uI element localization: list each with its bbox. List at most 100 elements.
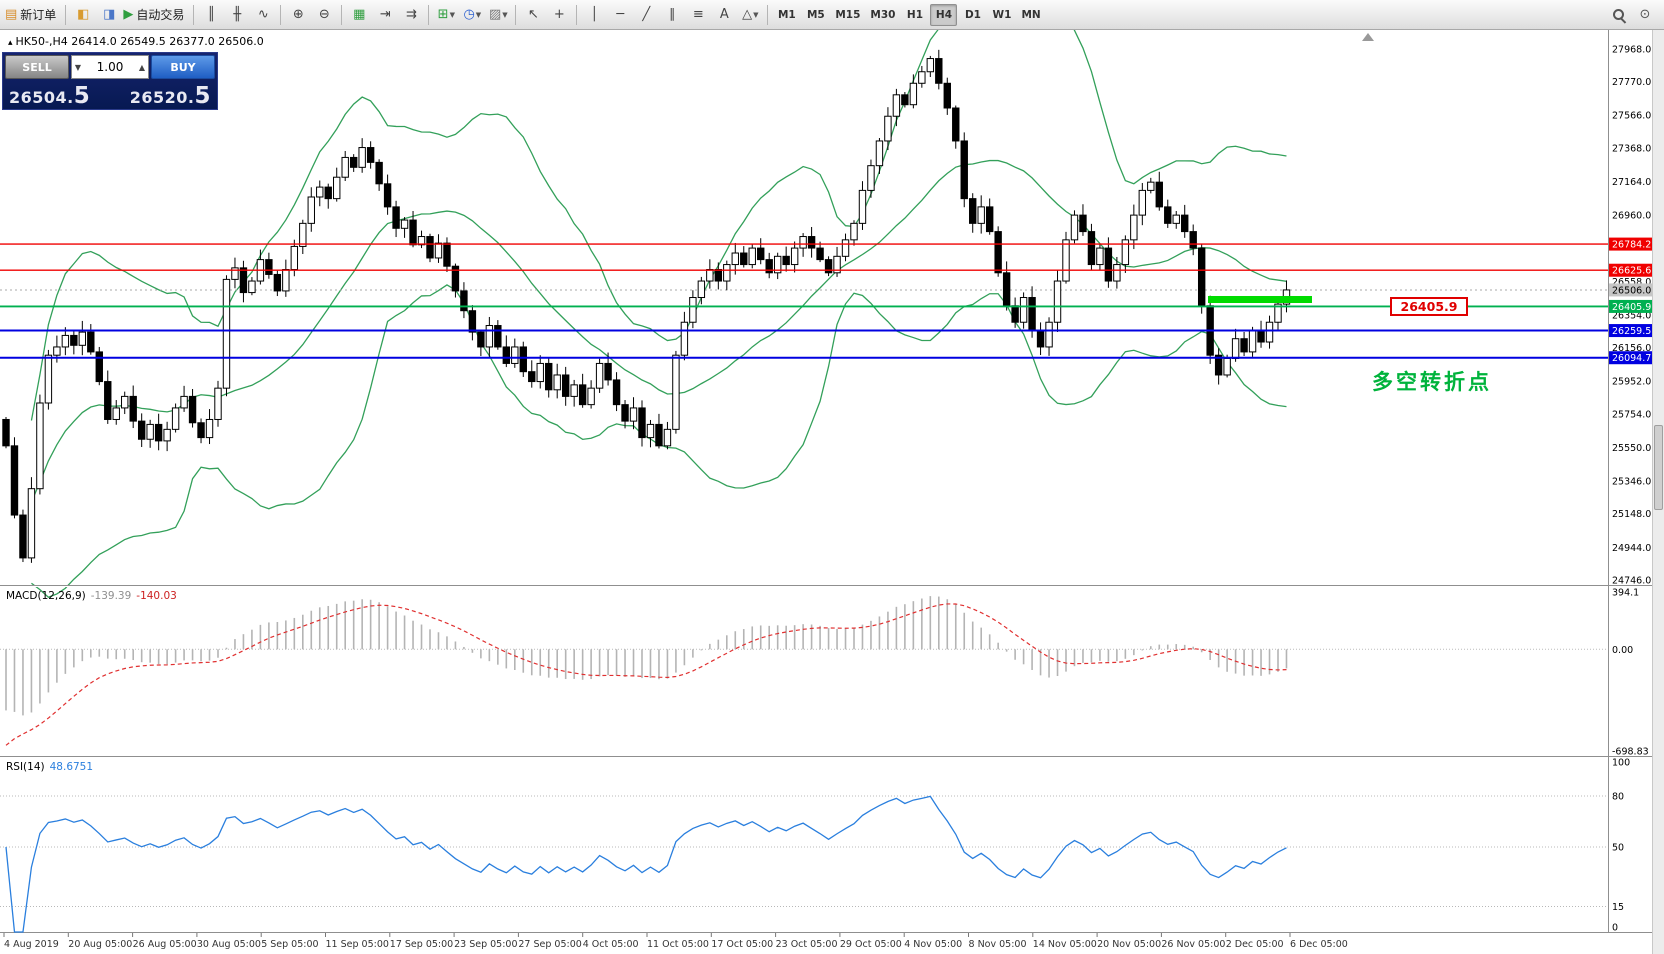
volume-increase-button[interactable]: ▲ <box>138 62 146 72</box>
vertical-scrollbar[interactable] <box>1652 30 1664 954</box>
new-order-button: ▤ <box>5 6 18 22</box>
candle-body <box>171 407 180 430</box>
templates-icon[interactable]: ▨ ▼ <box>486 3 510 27</box>
auto-trading-button[interactable]: ▶ 自动交易 <box>123 3 188 27</box>
price-axis-label: 27770.0 <box>1612 77 1651 88</box>
auto-trading-button-label: 自动交易 <box>136 8 185 22</box>
candle-body <box>587 387 595 406</box>
bar-chart-icon: ║ <box>207 6 216 22</box>
quick-target-button[interactable]: ⊙ <box>1633 3 1657 27</box>
price-axis-label: 25754.0 <box>1612 409 1651 420</box>
trendline-icon: ╱ <box>642 6 651 22</box>
candle-body <box>1096 247 1104 266</box>
candlestick-chart-icon: ╫ <box>233 6 242 22</box>
indicators-icon[interactable]: ⊞ ▼ <box>434 3 458 27</box>
candle-body <box>731 252 739 266</box>
chart-shift-marker[interactable] <box>1362 33 1374 41</box>
candle-body <box>1197 247 1206 307</box>
text-icon[interactable]: A <box>712 3 736 27</box>
candle-body <box>239 267 248 294</box>
candle-body <box>1028 297 1036 331</box>
candle-body <box>1181 214 1189 233</box>
vertical-line-icon[interactable]: │ <box>582 3 606 27</box>
candle-body <box>833 255 841 274</box>
new-order-button[interactable]: ▤ 新订单 <box>5 3 60 27</box>
bar-chart-icon[interactable]: ║ <box>199 3 223 27</box>
timeframe-mn[interactable]: MN <box>1021 8 1041 21</box>
candle-body <box>901 94 909 106</box>
candle-body <box>121 395 129 409</box>
time-axis-label: 26 Nov 05:00 <box>1161 939 1225 950</box>
price-badge <box>1609 237 1653 251</box>
one-click-toggle-icon[interactable]: ▴ <box>8 38 13 48</box>
tile-windows-icon[interactable]: ▦ <box>347 3 371 27</box>
timeframe-m30[interactable]: M30 <box>870 8 896 21</box>
timeframe-h1[interactable]: H1 <box>906 8 923 21</box>
zoom-in-icon[interactable]: ⊕ <box>286 3 310 27</box>
time-axis-label: 14 Nov 05:00 <box>1033 939 1097 950</box>
channel-icon[interactable]: ∥ <box>660 3 684 27</box>
candle-body <box>197 422 205 439</box>
candle-body <box>10 445 19 516</box>
candle-body <box>282 269 290 292</box>
timeframe-h4[interactable]: H4 <box>930 3 958 26</box>
candlestick-chart-icon[interactable]: ╫ <box>225 3 249 27</box>
candle-body <box>163 428 171 442</box>
timeframe-m1[interactable]: M1 <box>777 8 796 21</box>
sell-button[interactable]: SELL <box>5 55 69 79</box>
crosshair-icon[interactable]: + <box>547 3 571 27</box>
volume-decrease-button[interactable]: ▼ <box>74 62 82 72</box>
timeframe-m5[interactable]: M5 <box>806 8 825 21</box>
search-button[interactable] <box>1607 3 1631 27</box>
candle-body <box>757 247 765 261</box>
buy-price: 26520.5 <box>129 83 211 109</box>
shapes-icon[interactable]: △ ▼ <box>738 3 762 27</box>
line-chart-icon[interactable]: ∿ <box>251 3 275 27</box>
zoom-in-icon: ⊕ <box>292 6 304 22</box>
new-order-button-label: 新订单 <box>20 8 57 22</box>
candle-body <box>985 206 994 233</box>
fibonacci-icon[interactable]: ≡ <box>686 3 710 27</box>
timeframe-w1[interactable]: W1 <box>992 8 1012 21</box>
candle-body <box>1104 247 1113 282</box>
candle-body <box>1155 181 1163 208</box>
trendline-icon[interactable]: ╱ <box>634 3 658 27</box>
candle-body <box>468 310 477 333</box>
candle-body <box>689 297 697 323</box>
cursor-icon[interactable]: ↖ <box>521 3 545 27</box>
macd-axis-label: 394.1 <box>1612 587 1639 598</box>
candle-body <box>1265 321 1274 343</box>
volume-input[interactable]: 1.00 <box>96 60 124 74</box>
price-axis-label: 27968.0 <box>1612 45 1651 56</box>
timeframe-d1[interactable]: D1 <box>964 8 981 21</box>
buy-button[interactable]: BUY <box>151 55 215 79</box>
price-axis-label: 24944.0 <box>1612 543 1651 554</box>
candle-body <box>477 331 485 348</box>
timeframe-m15[interactable]: M15 <box>835 8 861 21</box>
price-callout[interactable]: 26405.9 <box>1390 297 1468 316</box>
candle-body <box>502 346 511 364</box>
scrollbar-thumb[interactable] <box>1654 425 1663 510</box>
candle-body <box>884 115 892 142</box>
periods-icon[interactable]: ◷ ▼ <box>460 3 484 27</box>
price-axis-label: 25952.0 <box>1612 377 1651 388</box>
periods-icon: ◷ <box>463 6 475 22</box>
data-window-icon[interactable]: ◨ <box>97 3 121 27</box>
auto-scroll-icon[interactable]: ⇉ <box>399 3 423 27</box>
candle-body <box>180 395 188 409</box>
candle-body <box>740 252 748 266</box>
highlight-segment[interactable] <box>1208 295 1312 303</box>
candle-body <box>969 198 977 224</box>
price-badge-label: 26784.2 <box>1612 240 1651 251</box>
market-watch-icon[interactable]: ◧ <box>71 3 95 27</box>
time-axis-label: 4 Nov 05:00 <box>904 939 962 950</box>
candle-body <box>706 269 714 282</box>
zoom-out-icon[interactable]: ⊖ <box>312 3 336 27</box>
chart-shift-icon[interactable]: ⇥ <box>373 3 397 27</box>
horizontal-line-icon[interactable]: ─ <box>608 3 632 27</box>
time-axis-label: 4 Oct 05:00 <box>583 939 639 950</box>
candle-body <box>1019 297 1028 323</box>
candle-body <box>909 82 918 106</box>
time-axis-label: 30 Aug 05:00 <box>197 939 261 950</box>
